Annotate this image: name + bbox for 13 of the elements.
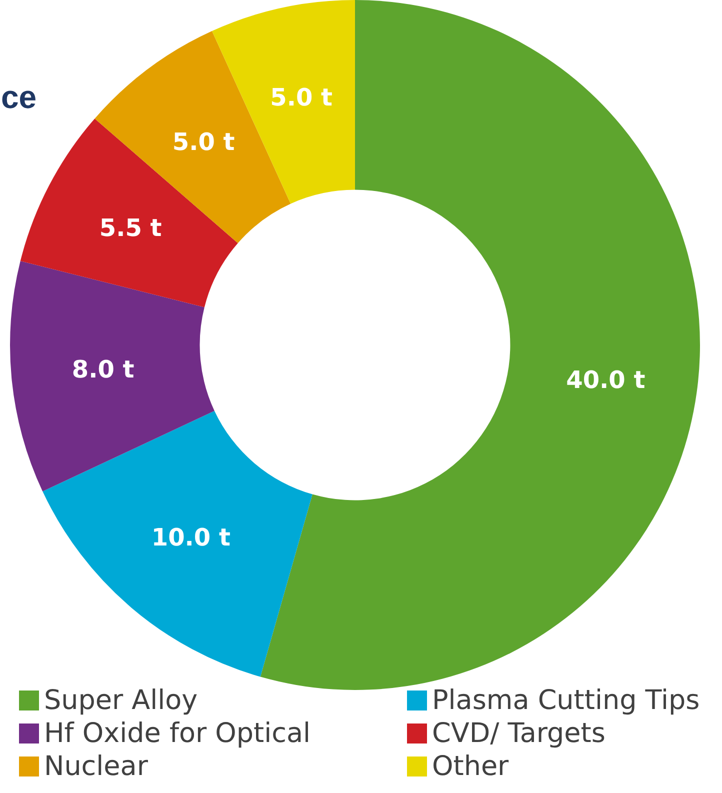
data-label: 5.5 t: [99, 214, 162, 242]
data-label: 8.0 t: [72, 355, 134, 384]
data-label: 10.0 t: [151, 524, 230, 552]
data-label: 5.0 t: [172, 128, 235, 156]
legend-label: Nuclear: [44, 751, 149, 782]
text: ce: [1, 79, 37, 115]
legend-label: Other: [432, 751, 510, 782]
legend-label: CVD/ Targets: [432, 718, 606, 749]
data-label: 40.0 t: [566, 366, 646, 394]
legend-label: Hf Oxide for Optical: [44, 718, 311, 749]
data-label: 5.0 t: [270, 84, 332, 112]
legend-label: Super Alloy: [44, 685, 198, 716]
legend-label: Plasma Cutting Tips: [432, 685, 700, 716]
